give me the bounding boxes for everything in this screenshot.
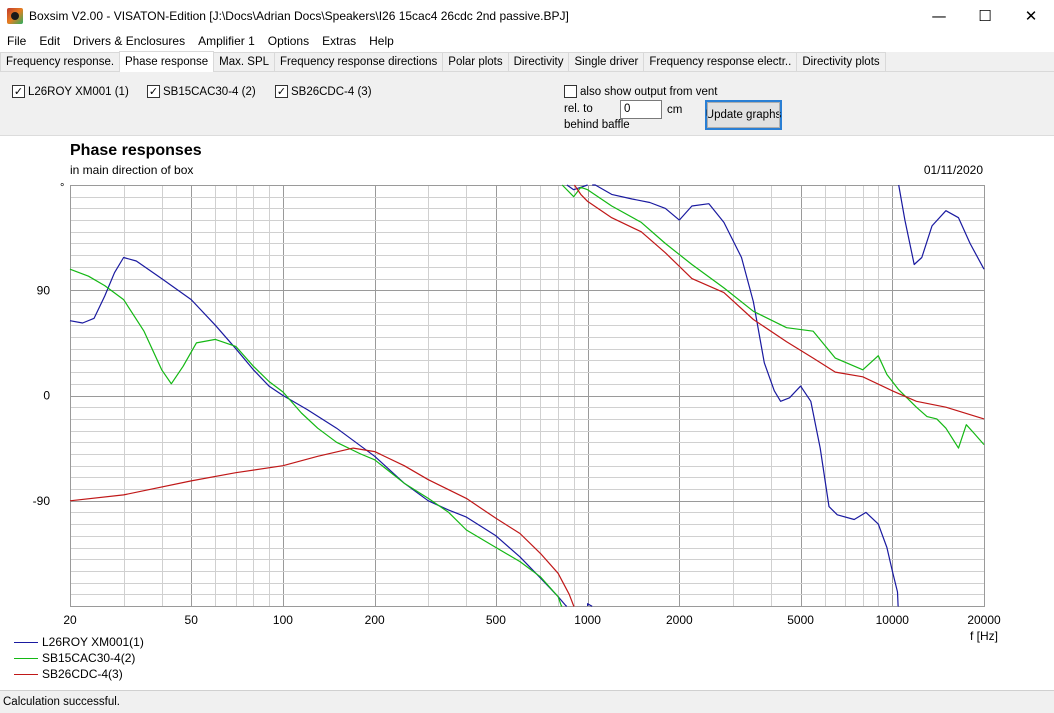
x-tick-label: 5000 (787, 613, 814, 627)
legend-swatch (14, 673, 38, 675)
chart-area: 20 50 100 200 500 1000 2000 5000 10000 20000 90 0 -9… (0, 137, 1054, 689)
driver-checkbox-label: SB26CDC-4 (3) (291, 85, 372, 98)
series-path (69, 184, 985, 607)
menu-drivers-enclosures[interactable]: Drivers & Enclosures (73, 34, 186, 48)
maximize-icon[interactable]: ☐ (978, 6, 992, 25)
tab-frequency-response[interactable]: Frequency response. (0, 52, 121, 71)
offset-unit-label: cm (667, 104, 683, 116)
menu-options[interactable]: Options (267, 34, 310, 48)
checkbox-checked-icon[interactable]: ✓ (147, 85, 160, 98)
y-tick-label: 0 (43, 389, 50, 403)
driver-checkbox-label: SB15CAC30-4 (2) (163, 85, 256, 98)
plot-frame (70, 185, 985, 607)
tab-frequency-response-directions[interactable]: Frequency response directions (274, 52, 444, 71)
menu-file[interactable]: File (7, 34, 27, 48)
y-unit-label: ° (60, 182, 64, 194)
menu-help[interactable]: Help (369, 34, 394, 48)
legend-swatch (14, 657, 38, 659)
close-icon[interactable]: ✕ (1024, 6, 1038, 25)
menu-bar: File Edit Drivers & Enclosures Amplifier… (0, 31, 1054, 51)
checkbox-checked-icon[interactable]: ✓ (275, 85, 288, 98)
x-tick-label: 20 (63, 613, 77, 627)
chart-legend: L26ROY XM001(1) SB15CAC30-4(2) SB26CDC-4(3… (14, 634, 144, 682)
tab-directivity[interactable]: Directivity (507, 52, 570, 71)
window-controls: — ☐ ✕ (916, 0, 1054, 31)
y-tick-label: -90 (33, 494, 51, 508)
behind-baffle-label: behind baffle (564, 119, 630, 131)
x-tick-label: 50 (185, 613, 199, 627)
driver-checkbox-sb15cac30[interactable]: ✓ SB15CAC30-4 (2) (147, 85, 256, 98)
x-tick-label: 2000 (666, 613, 693, 627)
vent-checkbox-label: also show output from vent (580, 85, 718, 98)
options-panel: ✓ L26ROY XM001 (1) ✓ SB15CAC30-4 (2) ✓ S… (0, 72, 1054, 136)
plot-grid (70, 185, 985, 607)
legend-label: SB26CDC-4(3) (42, 667, 123, 681)
status-bar: Calculation successful. (0, 690, 1054, 713)
window-title: Boxsim V2.00 - VISATON-Edition [J:\Docs\… (29, 8, 569, 23)
tab-strip: Frequency response. Phase response Max. … (0, 51, 1054, 72)
x-tick-label: 10000 (876, 613, 910, 627)
tab-polar-plots[interactable]: Polar plots (442, 52, 509, 71)
menu-amplifier[interactable]: Amplifier 1 (198, 34, 255, 48)
chart-title: Phase responses (70, 142, 202, 159)
driver-checkbox-sb26cdc[interactable]: ✓ SB26CDC-4 (3) (275, 85, 372, 98)
x-tick-label: 100 (273, 613, 293, 627)
legend-item: SB26CDC-4(3) (14, 666, 144, 682)
boxsim-app-icon[interactable] (7, 7, 23, 24)
legend-label: L26ROY XM001(1) (42, 635, 144, 649)
vent-output-checkbox[interactable]: also show output from vent (564, 85, 717, 98)
checkbox-unchecked-icon[interactable] (564, 85, 577, 98)
series-line-1 (69, 184, 985, 607)
title-bar: Boxsim V2.00 - VISATON-Edition [J:\Docs\… (0, 0, 1054, 31)
vent-offset-input[interactable]: 0 (620, 100, 662, 119)
menu-edit[interactable]: Edit (39, 34, 61, 48)
series-line-2 (69, 184, 985, 607)
series-line-3 (69, 184, 985, 607)
tab-single-driver[interactable]: Single driver (568, 52, 645, 71)
axis-labels: 20 50 100 200 500 1000 2000 5000 10000 20000 90 0 -9… (33, 182, 1001, 643)
series-path (69, 184, 985, 607)
x-unit-label: f [Hz] (970, 629, 998, 643)
driver-checkbox-l26roy[interactable]: ✓ L26ROY XM001 (1) (12, 85, 129, 98)
legend-item: L26ROY XM001(1) (14, 634, 144, 650)
update-graphs-button[interactable]: Update graphs (705, 100, 782, 130)
tab-max-spl[interactable]: Max. SPL (213, 52, 276, 71)
tab-frequency-response-electrical[interactable]: Frequency response electr.. (643, 52, 798, 71)
minimize-icon[interactable]: — (931, 6, 947, 25)
legend-swatch (14, 641, 38, 643)
rel-to-label: rel. to (564, 103, 593, 115)
x-tick-label: 20000 (967, 613, 1001, 627)
status-text: Calculation successful. (3, 696, 120, 708)
chart-date: 01/11/2020 (923, 163, 983, 177)
x-tick-label: 1000 (574, 613, 601, 627)
tab-directivity-plots[interactable]: Directivity plots (796, 52, 886, 71)
checkbox-checked-icon[interactable]: ✓ (12, 85, 25, 98)
legend-item: SB15CAC30-4(2) (14, 650, 144, 666)
tab-phase-response[interactable]: Phase response (119, 51, 215, 72)
legend-label: SB15CAC30-4(2) (42, 651, 136, 665)
x-tick-label: 200 (365, 613, 385, 627)
chart-subtitle: in main direction of box (70, 163, 194, 177)
phase-response-plot: 20 50 100 200 500 1000 2000 5000 10000 20000 90 0 -9… (33, 182, 1001, 643)
series-path (69, 184, 985, 607)
series-lines (69, 184, 985, 607)
driver-checkbox-label: L26ROY XM001 (1) (28, 85, 129, 98)
y-tick-label: 90 (37, 283, 51, 297)
menu-extras[interactable]: Extras (322, 34, 357, 48)
x-tick-label: 500 (486, 613, 506, 627)
